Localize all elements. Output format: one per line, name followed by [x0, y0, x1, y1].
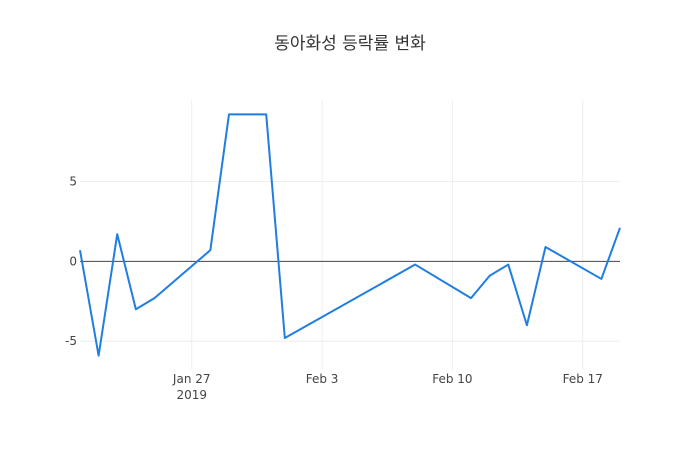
y-tick-label: -5 [65, 334, 77, 348]
x-tick-label: Jan 27 2019 [172, 372, 211, 402]
y-tick-label: 5 [69, 174, 77, 188]
x-tick-label: Feb 17 [563, 372, 603, 386]
x-tick-label: Feb 3 [306, 372, 339, 386]
x-tick-label: Feb 10 [432, 372, 472, 386]
chart-title: 동아화성 등락률 변화 [274, 34, 426, 54]
y-tick-label: 0 [69, 254, 77, 268]
line [79, 113, 621, 357]
